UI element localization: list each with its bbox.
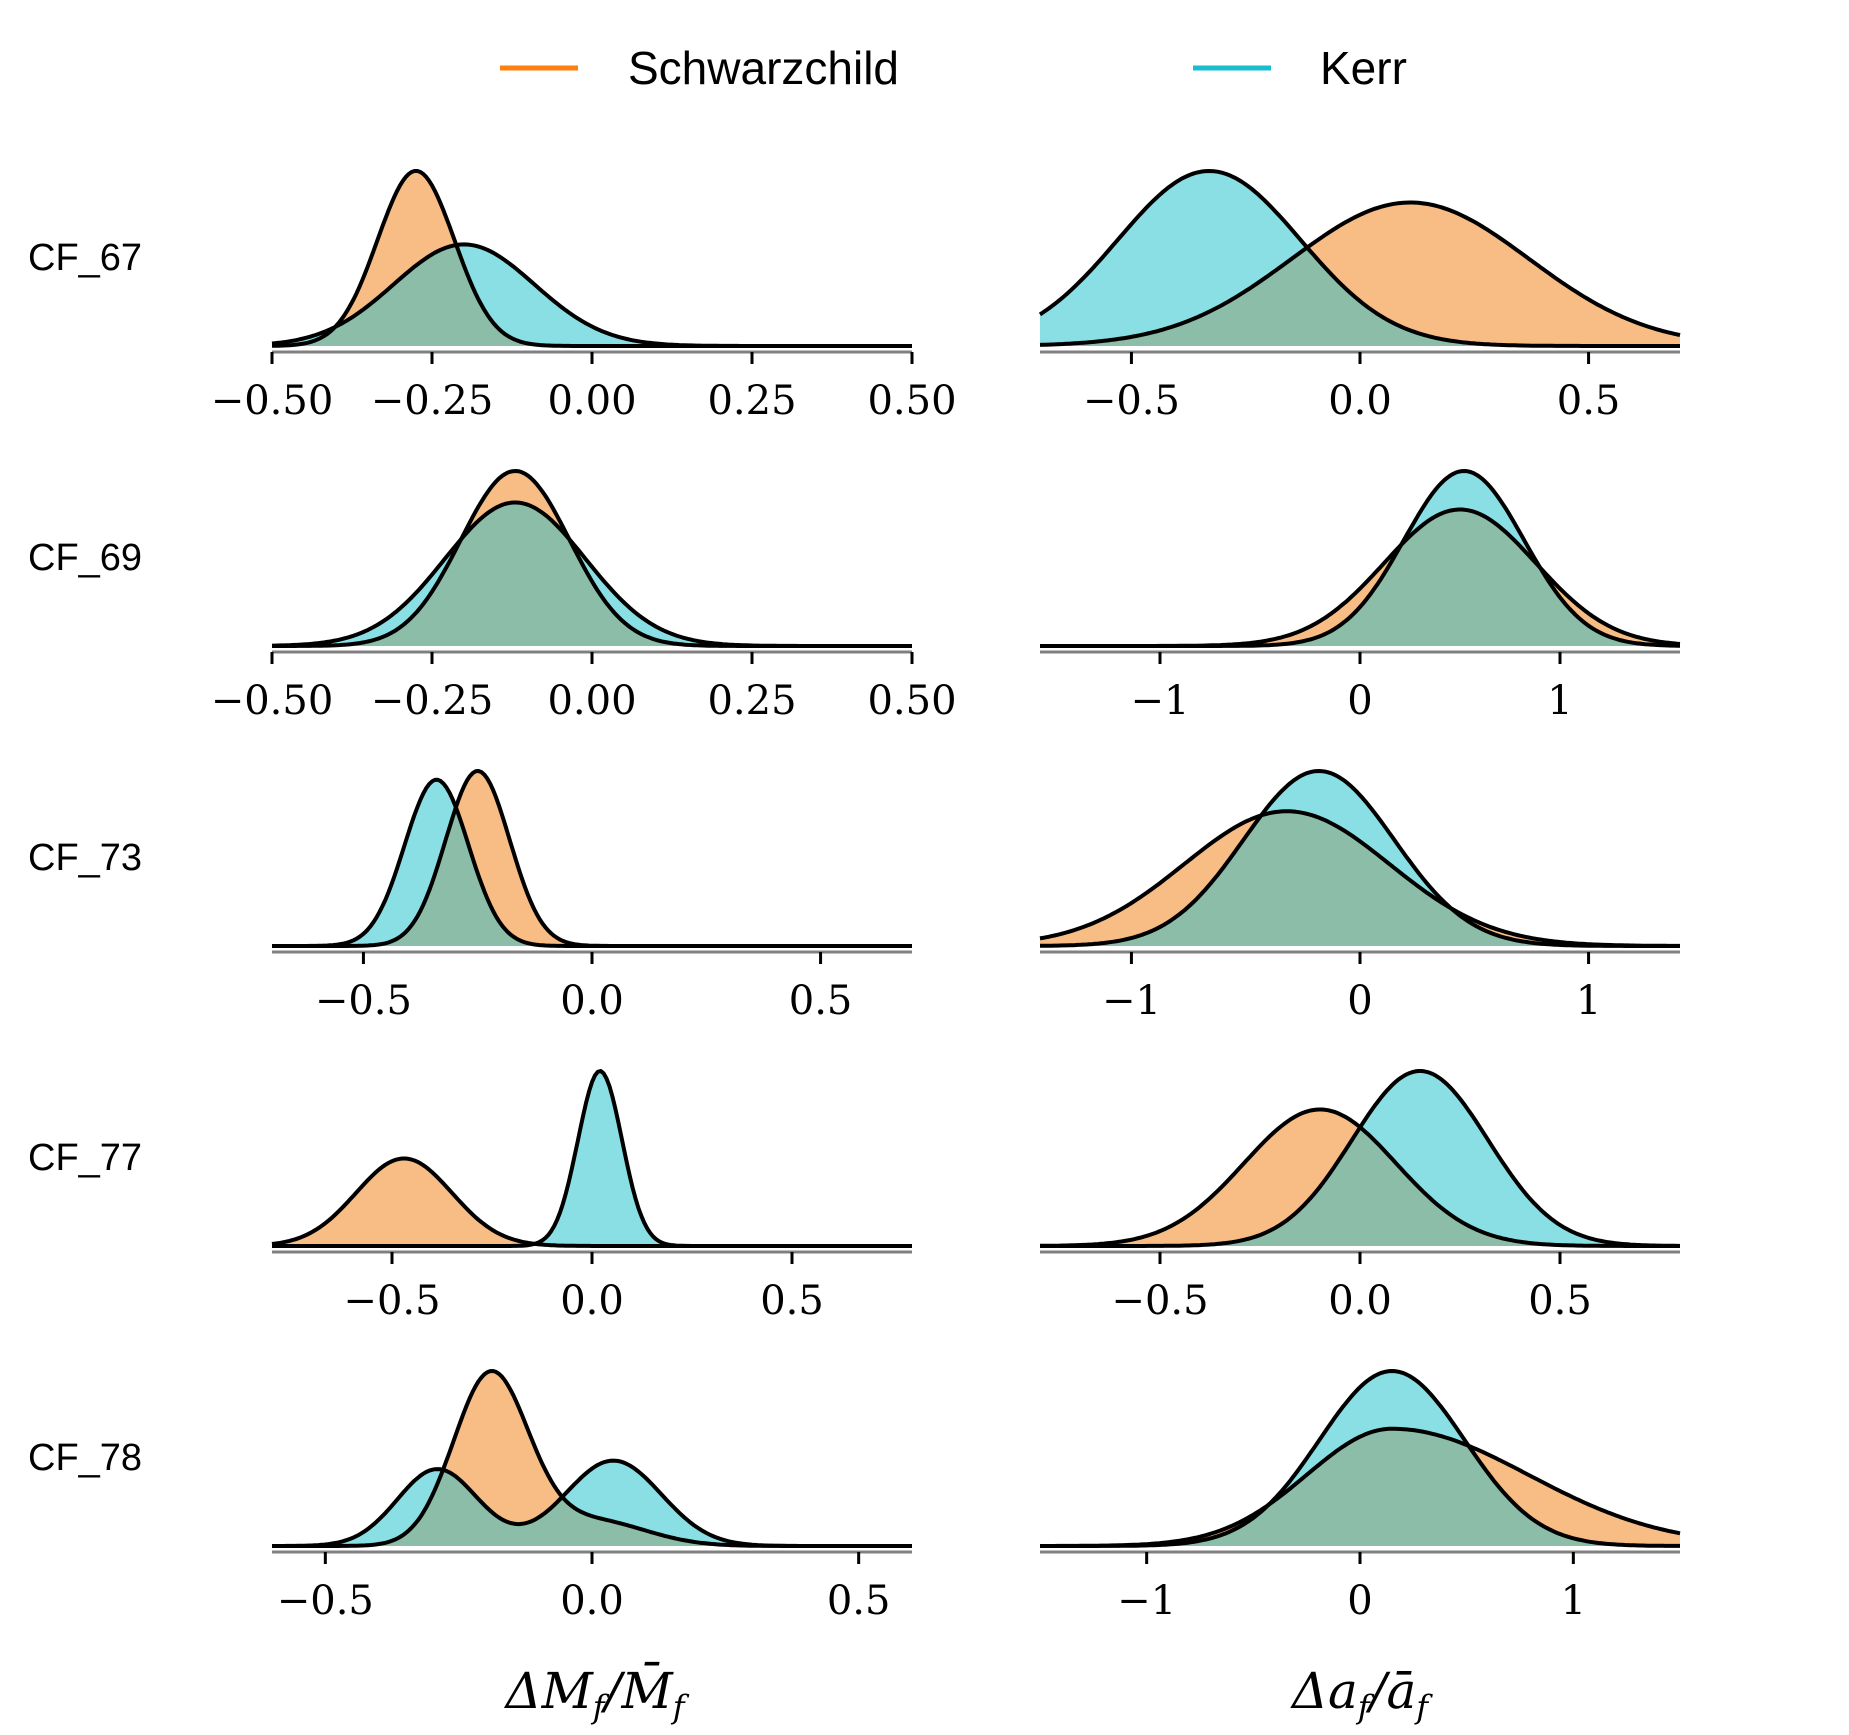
- panel-cf73-da: −1 0 1: [1039, 769, 1680, 1024]
- x-tick-label: −0.50: [211, 378, 334, 424]
- x-tick-label: 0.5: [1557, 378, 1621, 424]
- area-overlap: [272, 245, 912, 346]
- panel-cf77-da: −0.5 0.0 0.5: [1040, 1069, 1680, 1324]
- x-tick-label: −0.25: [371, 378, 494, 424]
- outline-kerr: [1040, 1369, 1680, 1548]
- x-tick-label: 0: [1347, 678, 1372, 724]
- area-overlap: [272, 502, 912, 646]
- outline-kerr: [272, 1069, 912, 1248]
- x-tick-label: 0.00: [547, 678, 636, 724]
- x-tick-label: 1: [1547, 678, 1572, 724]
- x-tick-label: 0.0: [1328, 1278, 1392, 1324]
- outline-kerr: [272, 777, 912, 948]
- legend-label-schwarzchild: Schwarzchild: [628, 42, 899, 94]
- area-schwarzchild: [272, 1158, 912, 1246]
- area-overlap: [272, 1469, 912, 1546]
- legend: Schwarzchild Kerr: [500, 42, 1407, 94]
- area-schwarzchild: [272, 771, 912, 946]
- row-labels: CF_67 CF_69 CF_73 CF_77 CF_78: [28, 237, 142, 1479]
- panel-cf69-da: −1 0 1: [1040, 469, 1681, 724]
- row-label-cf77: CF_77: [28, 1137, 142, 1179]
- x-tick-label: 0.0: [560, 1278, 624, 1324]
- x-tick-label: 0.25: [707, 678, 796, 724]
- area-overlap: [1040, 1428, 1680, 1546]
- x-tick-label: 0: [1347, 1578, 1372, 1624]
- x-tick-label: −1: [1102, 978, 1161, 1024]
- x-tick-label: −0.5: [277, 1578, 374, 1624]
- x-tick-label: 1: [1576, 978, 1601, 1024]
- x-tick-label: −1: [1131, 678, 1190, 724]
- x-tick-label: 0.50: [867, 378, 956, 424]
- panel-cf78-dM: −0.5 0.0 0.5: [272, 1369, 912, 1624]
- area-overlap: [1040, 811, 1680, 946]
- panels: −0.50 −0.25 0.00 0.25 0.50 −0.5 0.0 0.5−0.50 −0.…: [211, 169, 1681, 1624]
- row-label-cf78: CF_78: [28, 1437, 142, 1479]
- x-tick-label: 0.0: [560, 978, 624, 1024]
- row-label-cf67: CF_67: [28, 237, 142, 279]
- x-axis-label-spin: Δaf/āf: [1290, 1662, 1433, 1726]
- x-tick-label: 0.5: [827, 1578, 891, 1624]
- area-schwarzchild: [1040, 202, 1680, 346]
- area-overlap: [1040, 248, 1680, 346]
- x-tick-label: 0.5: [760, 1278, 824, 1324]
- panel-cf78-da: −1 0 1: [1040, 1369, 1681, 1624]
- row-label-cf69: CF_69: [28, 537, 142, 579]
- outline-kerr: [271, 242, 912, 348]
- area-overlap: [272, 809, 912, 946]
- panel-cf67-da: −0.5 0.0 0.5: [1038, 169, 1681, 424]
- area-overlap: [1040, 1127, 1680, 1246]
- x-tick-label: −0.5: [315, 978, 412, 1024]
- outline-schwarzchild: [1039, 200, 1681, 347]
- panel-cf77-dM: −0.5 0.0 0.5: [271, 1069, 912, 1324]
- panel-cf67-dM: −0.50 −0.25 0.00 0.25 0.50: [211, 169, 957, 424]
- x-tick-label: 0.5: [1528, 1278, 1592, 1324]
- legend-label-kerr: Kerr: [1320, 42, 1407, 94]
- area-kerr: [272, 1071, 912, 1246]
- x-axis-labels: ΔMf/M̄f Δaf/āf: [503, 1661, 1433, 1726]
- x-tick-label: 0.00: [547, 378, 636, 424]
- x-tick-label: −0.25: [371, 678, 494, 724]
- x-tick-label: 1: [1561, 1578, 1586, 1624]
- x-tick-label: −0.5: [343, 1278, 440, 1324]
- x-tick-label: 0.0: [1328, 378, 1392, 424]
- x-tick-label: −0.5: [1111, 1278, 1208, 1324]
- outline-kerr: [1038, 169, 1680, 348]
- area-kerr: [272, 779, 912, 946]
- panel-cf69-dM: −0.50 −0.25 0.00 0.25 0.50: [211, 469, 957, 724]
- panel-cf73-dM: −0.5 0.0 0.5: [272, 769, 912, 1024]
- area-overlap: [1040, 509, 1680, 646]
- area-kerr: [1040, 171, 1680, 346]
- x-tick-label: 0.50: [867, 678, 956, 724]
- outline-schwarzchild: [272, 769, 912, 948]
- x-tick-label: −1: [1117, 1578, 1176, 1624]
- outline-schwarzchild: [1039, 809, 1680, 948]
- x-tick-label: −0.5: [1083, 378, 1180, 424]
- x-tick-label: 0.0: [560, 1578, 624, 1624]
- x-tick-label: 0.5: [789, 978, 853, 1024]
- x-tick-label: −0.50: [211, 678, 334, 724]
- outline-kerr: [1040, 769, 1680, 948]
- outline-kerr: [272, 500, 912, 648]
- x-tick-label: 0.25: [707, 378, 796, 424]
- row-label-cf73: CF_73: [28, 837, 142, 879]
- outline-kerr: [1040, 469, 1680, 648]
- outline-kerr: [1040, 1069, 1680, 1248]
- x-axis-label-mass: ΔMf/M̄f: [503, 1661, 689, 1726]
- outline-kerr: [272, 1458, 912, 1548]
- x-tick-label: 0: [1347, 978, 1372, 1024]
